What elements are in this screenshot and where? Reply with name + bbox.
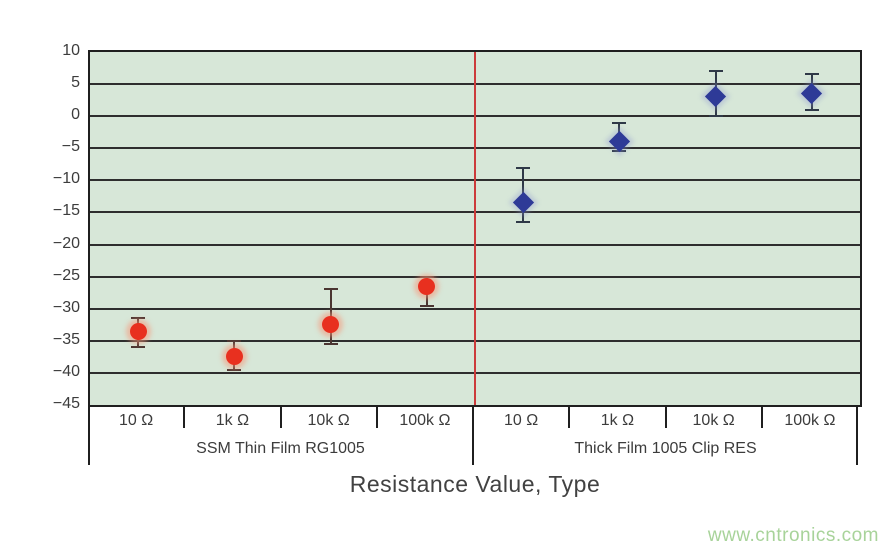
error-bar-cap: [612, 121, 627, 124]
category-tick: [183, 407, 186, 428]
error-bar-cap: [131, 317, 146, 320]
error-bar-cap: [804, 108, 819, 111]
error-bar-cap: [227, 368, 242, 371]
category-tick: [664, 407, 667, 428]
group-label: SSM Thin Film RG1005: [196, 440, 365, 457]
y-tick-label: −5: [61, 138, 80, 156]
category-tick: [568, 407, 571, 428]
y-tick-label: 5: [71, 74, 80, 92]
error-bar-cap: [419, 275, 434, 278]
group-divider: [472, 407, 474, 465]
data-point-marker: [418, 277, 436, 295]
y-tick-label: 0: [71, 106, 80, 124]
error-bar-cap: [227, 339, 242, 342]
category-tick: [279, 407, 282, 428]
category-tick-label: 1k Ω: [215, 412, 250, 429]
error-bar-cap: [323, 288, 338, 291]
category-tick: [375, 407, 378, 428]
error-bar-cap: [419, 304, 434, 307]
x-axis-band: SSM Thin Film RG1005 10 Ω 1k Ω 10k Ω 100k Ω T…: [88, 407, 862, 465]
group-divider: [856, 407, 858, 465]
y-tick-label: −10: [52, 170, 80, 188]
error-bar-cap: [708, 70, 723, 73]
y-tick-label: −35: [52, 330, 80, 348]
category-tick-label: 10 Ω: [119, 412, 154, 429]
data-point-marker: [322, 316, 340, 334]
category-tick-label: 10k Ω: [307, 412, 350, 429]
x-axis-title: Resistance Value, Type: [349, 471, 601, 497]
group-label: Thick Film 1005 Clip RES: [574, 440, 757, 457]
error-bar-cap: [804, 73, 819, 76]
y-tick-label: −30: [52, 298, 80, 316]
error-bar-cap: [323, 343, 338, 346]
plot-area: [88, 50, 862, 407]
category-tick-label: 1k Ω: [600, 412, 635, 429]
error-bar-cap: [131, 346, 146, 349]
category-tick-label: 10 Ω: [504, 412, 539, 429]
y-tick-label: −20: [52, 234, 80, 252]
group-divider: [88, 407, 90, 465]
y-tick-label: −45: [52, 395, 80, 412]
category-tick-label: 100k Ω: [399, 412, 451, 429]
y-tick-label: −15: [52, 202, 80, 220]
error-bar-cap: [516, 166, 531, 169]
group-separator-line: [474, 52, 476, 405]
data-point-marker: [705, 86, 727, 108]
error-bar-cap: [708, 115, 723, 118]
category-tick-label: 100k Ω: [784, 412, 836, 429]
error-bar-cap: [516, 221, 531, 224]
y-tick-label: −40: [52, 362, 80, 380]
data-point-marker: [512, 192, 534, 214]
y-tick-label: −25: [52, 266, 80, 284]
y-tick-label: 10: [62, 42, 80, 59]
data-point-marker: [801, 83, 823, 105]
data-point-marker: [129, 322, 147, 340]
category-tick-label: 10k Ω: [692, 412, 735, 429]
watermark-text: www.cntronics.com: [707, 525, 879, 546]
data-point-marker: [608, 131, 630, 153]
data-point-marker: [225, 348, 243, 366]
category-tick: [760, 407, 763, 428]
